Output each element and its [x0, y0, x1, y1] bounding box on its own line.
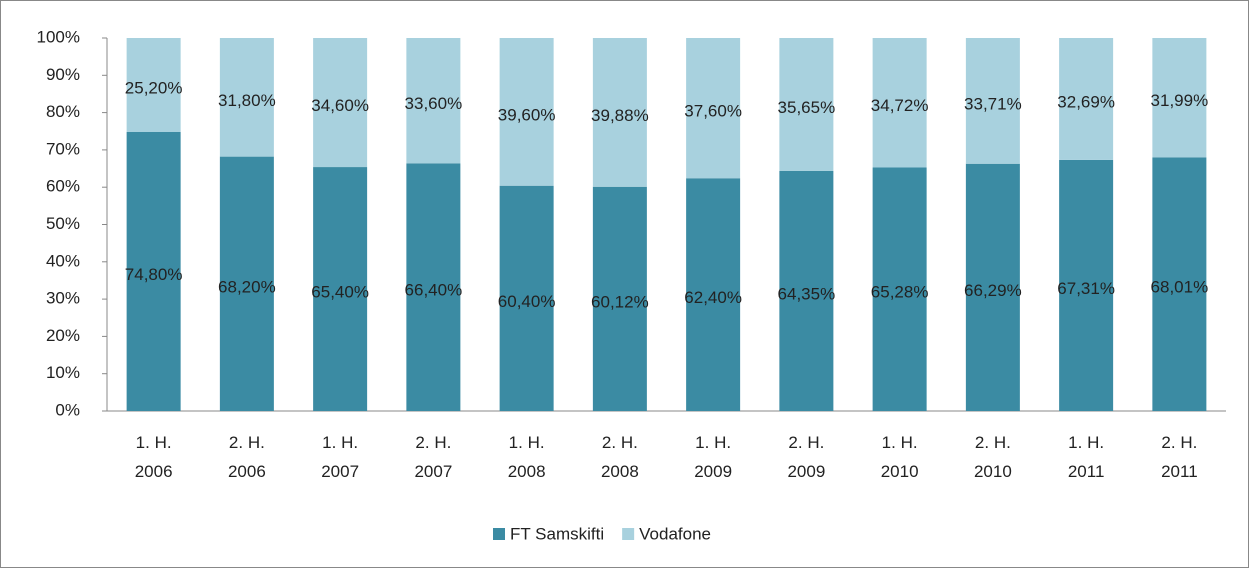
- y-tick-label: 10%: [46, 363, 80, 382]
- y-tick-label: 30%: [46, 289, 80, 308]
- y-tick-label: 70%: [46, 139, 80, 158]
- data-label: 62,40%: [684, 288, 742, 307]
- bar-segment: [686, 38, 741, 179]
- bar-segment: [219, 38, 274, 157]
- bar-segment: [686, 178, 741, 411]
- data-label: 66,40%: [405, 281, 463, 300]
- x-tick-label: 2. H. 2007: [414, 433, 453, 481]
- x-tick-label: 2. H. 2010: [973, 433, 1012, 481]
- legend-swatch: [493, 528, 505, 540]
- x-tick-label: 1. H. 2007: [321, 433, 360, 481]
- bar-segment: [1059, 159, 1114, 411]
- bar-segment: [313, 167, 368, 411]
- x-tick-label: 1. H. 2006: [134, 433, 173, 481]
- y-tick-label: 60%: [46, 177, 80, 196]
- data-label: 68,01%: [1151, 278, 1209, 297]
- y-tick-label: 100%: [37, 27, 80, 46]
- y-tick-label: 50%: [46, 214, 80, 233]
- bar-segment: [126, 38, 181, 132]
- data-label: 37,60%: [684, 102, 742, 121]
- legend-swatch: [622, 528, 635, 540]
- bar-segment: [592, 38, 647, 187]
- data-label: 34,72%: [871, 96, 929, 115]
- x-tick-label: 1. H. 2011: [1067, 433, 1105, 481]
- bar-segment: [313, 38, 368, 168]
- data-label: 60,40%: [498, 292, 556, 311]
- data-label: 32,69%: [1057, 92, 1115, 111]
- bar-segment: [965, 38, 1020, 164]
- data-label: 25,20%: [125, 78, 183, 97]
- x-tick-label: 2. H. 2011: [1161, 433, 1198, 481]
- bar-segment: [126, 131, 181, 411]
- data-label: 34,60%: [311, 96, 369, 115]
- legend-label: FT Samskifti: [510, 524, 604, 543]
- x-tick-label: 1. H. 2009: [694, 433, 733, 481]
- bar-segment: [219, 156, 274, 411]
- x-tick-label: 1. H. 2010: [880, 433, 919, 481]
- bar-segment: [499, 38, 554, 186]
- data-label: 67,31%: [1057, 279, 1115, 298]
- legend-label: Vodafone: [639, 524, 711, 543]
- data-label: 35,65%: [778, 98, 836, 117]
- x-tick-label: 2. H. 2009: [787, 433, 826, 481]
- bar-segment: [779, 170, 834, 411]
- data-label: 66,29%: [964, 281, 1022, 300]
- bar-segment: [1059, 38, 1114, 160]
- y-tick-label: 0%: [55, 400, 80, 419]
- y-tick-label: 80%: [46, 102, 80, 121]
- x-tick-label: 2. H. 2006: [227, 433, 266, 481]
- bar-segment: [779, 38, 834, 171]
- data-label: 31,99%: [1151, 91, 1209, 110]
- bar-segment: [872, 38, 927, 168]
- data-label: 31,80%: [218, 91, 276, 110]
- data-label: 74,80%: [125, 265, 183, 284]
- bar-segment: [872, 167, 927, 411]
- data-label: 39,60%: [498, 105, 556, 124]
- data-label: 39,88%: [591, 106, 649, 125]
- bar-segment: [965, 163, 1020, 411]
- bar-segment: [592, 186, 647, 411]
- data-label: 33,71%: [964, 94, 1022, 113]
- data-label: 68,20%: [218, 277, 276, 296]
- x-tick-label: 2. H. 2008: [600, 433, 639, 481]
- data-label: 65,28%: [871, 283, 929, 302]
- data-label: 33,60%: [405, 94, 463, 113]
- bar-segment: [406, 163, 461, 411]
- data-label: 65,40%: [311, 283, 369, 302]
- data-label: 64,35%: [778, 284, 836, 303]
- x-tick-label: 1. H. 2008: [507, 433, 546, 481]
- bar-segment: [499, 185, 554, 411]
- bar-segment: [406, 38, 461, 164]
- data-label: 60,12%: [591, 292, 649, 311]
- y-tick-label: 20%: [46, 326, 80, 345]
- y-tick-label: 40%: [46, 251, 80, 270]
- bar-segment: [1152, 157, 1207, 411]
- y-tick-label: 90%: [46, 65, 80, 84]
- bar-segment: [1152, 38, 1207, 158]
